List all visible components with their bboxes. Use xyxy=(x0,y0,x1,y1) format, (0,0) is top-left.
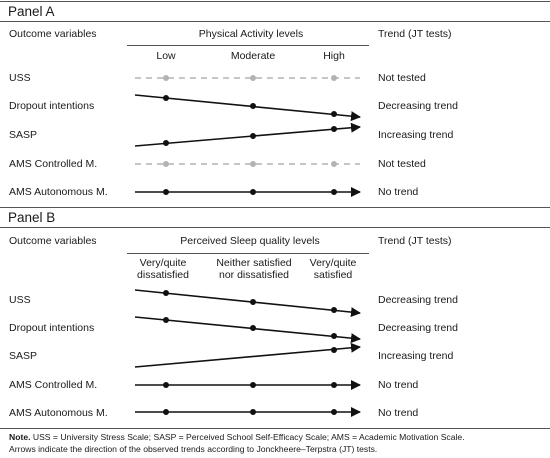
panel-a-header-rule xyxy=(0,21,550,22)
panel-a-row-trend-uss: Not tested xyxy=(378,72,426,84)
point-b-amsa-3 xyxy=(331,409,337,415)
note-line-1: USS = University Stress Scale; SASP = Pe… xyxy=(30,432,465,442)
panel-b-row-trend-ams-controlled: No trend xyxy=(378,379,419,391)
panel-a-row-label-ams-controlled: AMS Controlled M. xyxy=(9,158,98,170)
panel-b-level-1-line1: Very/quite xyxy=(139,257,187,269)
point-a-amsa-low xyxy=(163,189,169,195)
panel-a-level-high: High xyxy=(323,50,345,62)
panel-a-row-trend-ams-controlled: Not tested xyxy=(378,158,426,170)
trend-line-a-ams-autonomous xyxy=(135,187,361,197)
point-a-dropout-moderate xyxy=(250,103,256,109)
trend-line-a-uss xyxy=(135,75,360,81)
panel-a-trend-header: Trend (JT tests) xyxy=(378,28,452,40)
trend-line-b-dropout xyxy=(134,316,361,344)
panel-b-level-3-line1: Very/quite xyxy=(309,257,357,269)
panel-a-level-moderate: Moderate xyxy=(230,50,276,62)
point-a-amsa-high xyxy=(331,189,337,195)
point-b-uss-3 xyxy=(331,307,337,313)
point-a-uss-high xyxy=(331,75,337,81)
point-a-amsc-low xyxy=(163,161,169,167)
panel-a-row-label-dropout: Dropout intentions xyxy=(9,100,95,112)
point-b-amsa-1 xyxy=(163,409,169,415)
panel-b-level-2-line1: Neither satisfied xyxy=(216,257,292,269)
panel-b-level-1-line2: dissatisfied xyxy=(137,269,189,281)
panel-b-row-trend-sasp: Increasing trend xyxy=(378,350,454,362)
panel-b-row-label-dropout: Dropout intentions xyxy=(9,322,95,334)
panel-a-row-label-ams-autonomous: AMS Autonomous M. xyxy=(9,186,108,198)
point-a-dropout-low xyxy=(163,95,169,101)
point-b-amsc-1 xyxy=(163,382,169,388)
panel-a-level-low: Low xyxy=(156,50,176,62)
note-line-2: Arrows indicate the direction of the obs… xyxy=(9,444,378,454)
point-b-amsc-3 xyxy=(331,382,337,388)
panel-a-row-trend-ams-autonomous: No trend xyxy=(378,186,419,198)
panel-b-level-3-line2: satisfied xyxy=(313,269,353,281)
panel-b-trend-header: Trend (JT tests) xyxy=(378,235,452,247)
panel-b-outcome-header: Outcome variables xyxy=(9,235,97,247)
point-a-sasp-high xyxy=(331,126,337,132)
panel-b-header-rule xyxy=(0,227,550,228)
panel-b-levels-header: Perceived Sleep quality levels xyxy=(180,235,320,247)
point-b-uss-2 xyxy=(250,299,256,305)
point-a-amsc-moderate xyxy=(250,161,256,167)
note-rule xyxy=(0,428,550,429)
panel-b-level-2-line2: nor dissatisfied xyxy=(218,269,290,281)
trend-line-b-sasp xyxy=(134,342,361,368)
panel-a-title: Panel A xyxy=(8,4,55,19)
point-b-amsc-2 xyxy=(250,382,256,388)
panel-b-row-label-ams-autonomous: AMS Autonomous M. xyxy=(9,407,108,419)
trend-line-a-dropout xyxy=(134,94,361,122)
point-a-sasp-moderate xyxy=(250,133,256,139)
point-b-amsa-2 xyxy=(250,409,256,415)
panel-a-row-trend-sasp: Increasing trend xyxy=(378,129,454,141)
panel-a-levels-rule xyxy=(127,45,369,46)
panel-b-levels-rule xyxy=(127,253,369,254)
trend-line-b-uss xyxy=(134,289,361,318)
point-b-dropout-3 xyxy=(331,333,337,339)
panel-b-row-label-ams-controlled: AMS Controlled M. xyxy=(9,379,98,391)
panel-a-row-label-sasp: SASP xyxy=(9,129,38,141)
point-a-sasp-low xyxy=(163,140,169,146)
trend-line-b-ams-autonomous xyxy=(135,407,361,417)
point-a-amsc-high xyxy=(331,161,337,167)
point-b-dropout-2 xyxy=(250,325,256,331)
point-a-uss-moderate xyxy=(250,75,256,81)
trend-line-a-sasp xyxy=(134,122,361,147)
panel-a-top-rule xyxy=(0,1,550,2)
point-b-sasp-3 xyxy=(331,347,337,353)
point-a-dropout-high xyxy=(331,111,337,117)
panel-b-row-trend-uss: Decreasing trend xyxy=(378,294,458,306)
trend-line-a-ams-controlled xyxy=(135,161,360,167)
panel-b-row-label-uss: USS xyxy=(9,294,31,306)
point-a-amsa-moderate xyxy=(250,189,256,195)
note-label: Note. xyxy=(9,432,31,442)
point-a-uss-low xyxy=(163,75,169,81)
panel-b-row-label-sasp: SASP xyxy=(9,350,38,362)
panel-a-levels-header: Physical Activity levels xyxy=(198,28,304,40)
panel-a-row-label-uss: USS xyxy=(9,72,31,84)
point-b-uss-1 xyxy=(163,290,169,296)
panel-a-outcome-header: Outcome variables xyxy=(9,28,97,40)
trend-line-b-ams-controlled xyxy=(135,380,361,390)
panel-b-row-trend-dropout: Decreasing trend xyxy=(378,322,458,334)
panel-b-top-rule xyxy=(0,207,550,208)
panel-b-title: Panel B xyxy=(8,210,56,225)
point-b-dropout-1 xyxy=(163,317,169,323)
panel-a-row-trend-dropout: Decreasing trend xyxy=(378,100,458,112)
table-note: Note. USS = University Stress Scale; SAS… xyxy=(9,431,465,455)
panel-b-row-trend-ams-autonomous: No trend xyxy=(378,407,419,419)
